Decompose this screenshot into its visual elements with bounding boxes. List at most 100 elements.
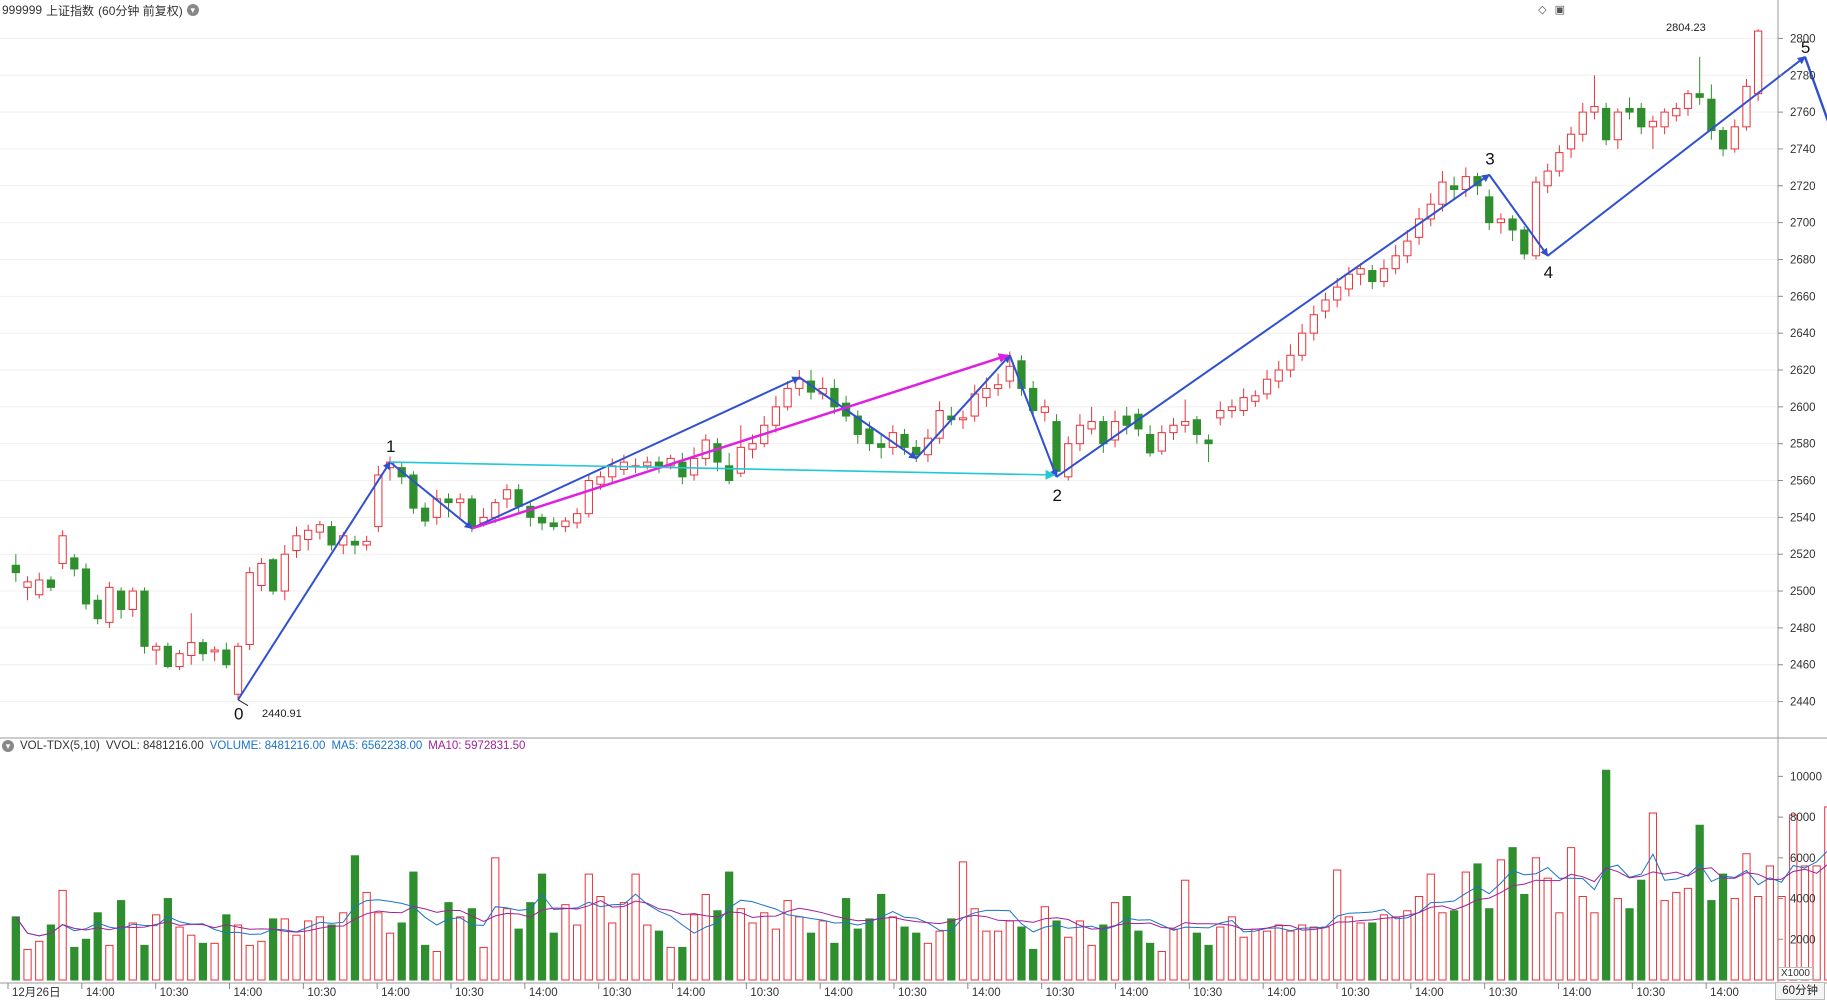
candle-down bbox=[327, 526, 336, 546]
volume-bar-up bbox=[292, 934, 301, 981]
volume-bar-up bbox=[783, 900, 792, 981]
price-y-axis: 2800 2780 2760 2740 2720 2700 2680 2660 2640 2620… bbox=[1778, 33, 1816, 709]
security-code: 999999 bbox=[2, 3, 43, 17]
candle-up bbox=[35, 579, 44, 596]
candle-down bbox=[11, 564, 20, 574]
volume-bar-up bbox=[619, 902, 629, 981]
diamond-icon[interactable]: ◇ bbox=[1538, 4, 1547, 16]
vvol-value: VVOL: 8481216.00 bbox=[105, 740, 204, 752]
volume-ma-lines bbox=[15, 850, 1827, 937]
volume-bar-down bbox=[514, 928, 523, 981]
volume-bar-up bbox=[1566, 847, 1576, 981]
price-tick-label: 2640 bbox=[1790, 328, 1816, 340]
volume-bar-up bbox=[1461, 871, 1470, 981]
candle-down bbox=[678, 461, 687, 478]
volume-bar-up bbox=[1075, 920, 1085, 981]
volume-bar-up bbox=[1742, 853, 1751, 981]
volume-bar-down bbox=[912, 932, 921, 981]
volume-bar-up bbox=[1789, 814, 1798, 981]
volume-bar-down bbox=[526, 902, 535, 981]
volume-bar-up bbox=[1590, 912, 1599, 981]
candle-up bbox=[292, 535, 301, 552]
restore-icon[interactable]: ▣ bbox=[1554, 4, 1565, 16]
high-price-label: 2804.23 bbox=[1666, 22, 1706, 34]
price-tick-label: 2540 bbox=[1790, 512, 1816, 524]
candle-down bbox=[140, 590, 149, 647]
candle-up bbox=[619, 461, 629, 470]
price-tick-label: 2800 bbox=[1790, 33, 1816, 45]
chevron-down-icon[interactable]: ▾ bbox=[2, 740, 14, 752]
time-tick-label: 10:30 bbox=[160, 987, 189, 999]
volume-bar-up bbox=[1379, 914, 1389, 981]
candle-up bbox=[1181, 421, 1190, 426]
wave-segment bbox=[1803, 56, 1827, 122]
candle-up bbox=[456, 498, 465, 504]
volume-bar-down bbox=[853, 928, 862, 981]
volume-bar-down bbox=[467, 908, 477, 981]
volume-bar-up bbox=[1543, 877, 1552, 981]
volume-bar-up bbox=[1005, 920, 1014, 981]
volume-tick-label: 2000 bbox=[1790, 934, 1816, 946]
volume-bar-up bbox=[315, 916, 324, 981]
price-tick-label: 2440 bbox=[1790, 697, 1816, 709]
candle-down bbox=[116, 590, 126, 610]
wave-segment bbox=[1055, 173, 1491, 478]
candle-up bbox=[362, 540, 371, 546]
candle-up bbox=[210, 649, 219, 653]
candle-down bbox=[877, 443, 886, 448]
window-controls: ◇ ▣ bbox=[1538, 3, 1565, 16]
volume-bar-down bbox=[947, 918, 956, 981]
candle-up bbox=[1356, 268, 1365, 275]
volume-bar-up bbox=[210, 942, 219, 981]
volume-bar-up bbox=[1578, 896, 1587, 981]
volume-y-axis: 10000 8000 6000 4000 2000 bbox=[1778, 771, 1822, 946]
volume-bar-down bbox=[1052, 920, 1061, 981]
volume-bar-up bbox=[596, 896, 605, 981]
candle-down bbox=[70, 557, 79, 570]
candle-up bbox=[1274, 369, 1283, 382]
period-tab[interactable]: 60分钟 bbox=[1775, 982, 1825, 1000]
candle-down bbox=[1368, 270, 1377, 283]
volume-bar-up bbox=[935, 930, 944, 981]
candle-down bbox=[1029, 387, 1038, 412]
candle-down bbox=[268, 559, 278, 592]
volume-bar-down bbox=[268, 918, 278, 981]
time-tick-label: 14:00 bbox=[529, 987, 558, 999]
candle-down bbox=[1485, 196, 1494, 224]
volume-bar-down bbox=[163, 898, 172, 981]
candle-down bbox=[900, 433, 909, 448]
volume-bar-down bbox=[420, 944, 430, 981]
candle-up bbox=[1169, 424, 1178, 434]
chart-title-bar: 999999 上证指数 (60分钟 前复权) ▾ bbox=[2, 1, 199, 19]
grid-lines bbox=[0, 37, 1778, 703]
candle-up bbox=[1543, 170, 1552, 187]
volume-bar-up bbox=[187, 934, 196, 981]
wave-segment bbox=[389, 461, 473, 530]
price-tick-label: 2460 bbox=[1790, 660, 1816, 672]
volume-tick-label: 10000 bbox=[1790, 771, 1822, 783]
candle-up bbox=[1648, 120, 1658, 128]
volume-bar-up bbox=[1683, 887, 1693, 981]
chevron-down-icon[interactable]: ▾ bbox=[186, 4, 199, 16]
volume-bar-down bbox=[116, 900, 126, 981]
volume-bar-up bbox=[456, 916, 465, 981]
volume-bar-up bbox=[1181, 879, 1190, 981]
price-tick-label: 2500 bbox=[1790, 586, 1816, 598]
volume-bar-down bbox=[877, 893, 886, 981]
candle-up bbox=[1414, 218, 1424, 238]
volume-bar-up bbox=[128, 922, 137, 981]
time-tick-label: 14:00 bbox=[1563, 987, 1592, 999]
candle-up bbox=[1742, 85, 1751, 128]
candle-down bbox=[46, 579, 56, 588]
candle-down bbox=[725, 465, 734, 482]
volume-bar-down bbox=[1473, 863, 1482, 981]
time-tick-label: 12月26日 bbox=[12, 987, 61, 999]
candle-down bbox=[444, 498, 453, 504]
indicator-name[interactable]: VOL-TDX(5,10) bbox=[20, 740, 100, 752]
candle-down bbox=[654, 461, 664, 467]
volume-bar-up bbox=[608, 922, 617, 981]
volume-bar-up bbox=[479, 946, 488, 981]
volume-tick-label: 4000 bbox=[1790, 894, 1816, 906]
volume-bar-up bbox=[105, 944, 114, 981]
